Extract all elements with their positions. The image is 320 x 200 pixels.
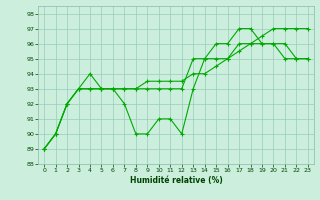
X-axis label: Humidité relative (%): Humidité relative (%) — [130, 176, 222, 185]
